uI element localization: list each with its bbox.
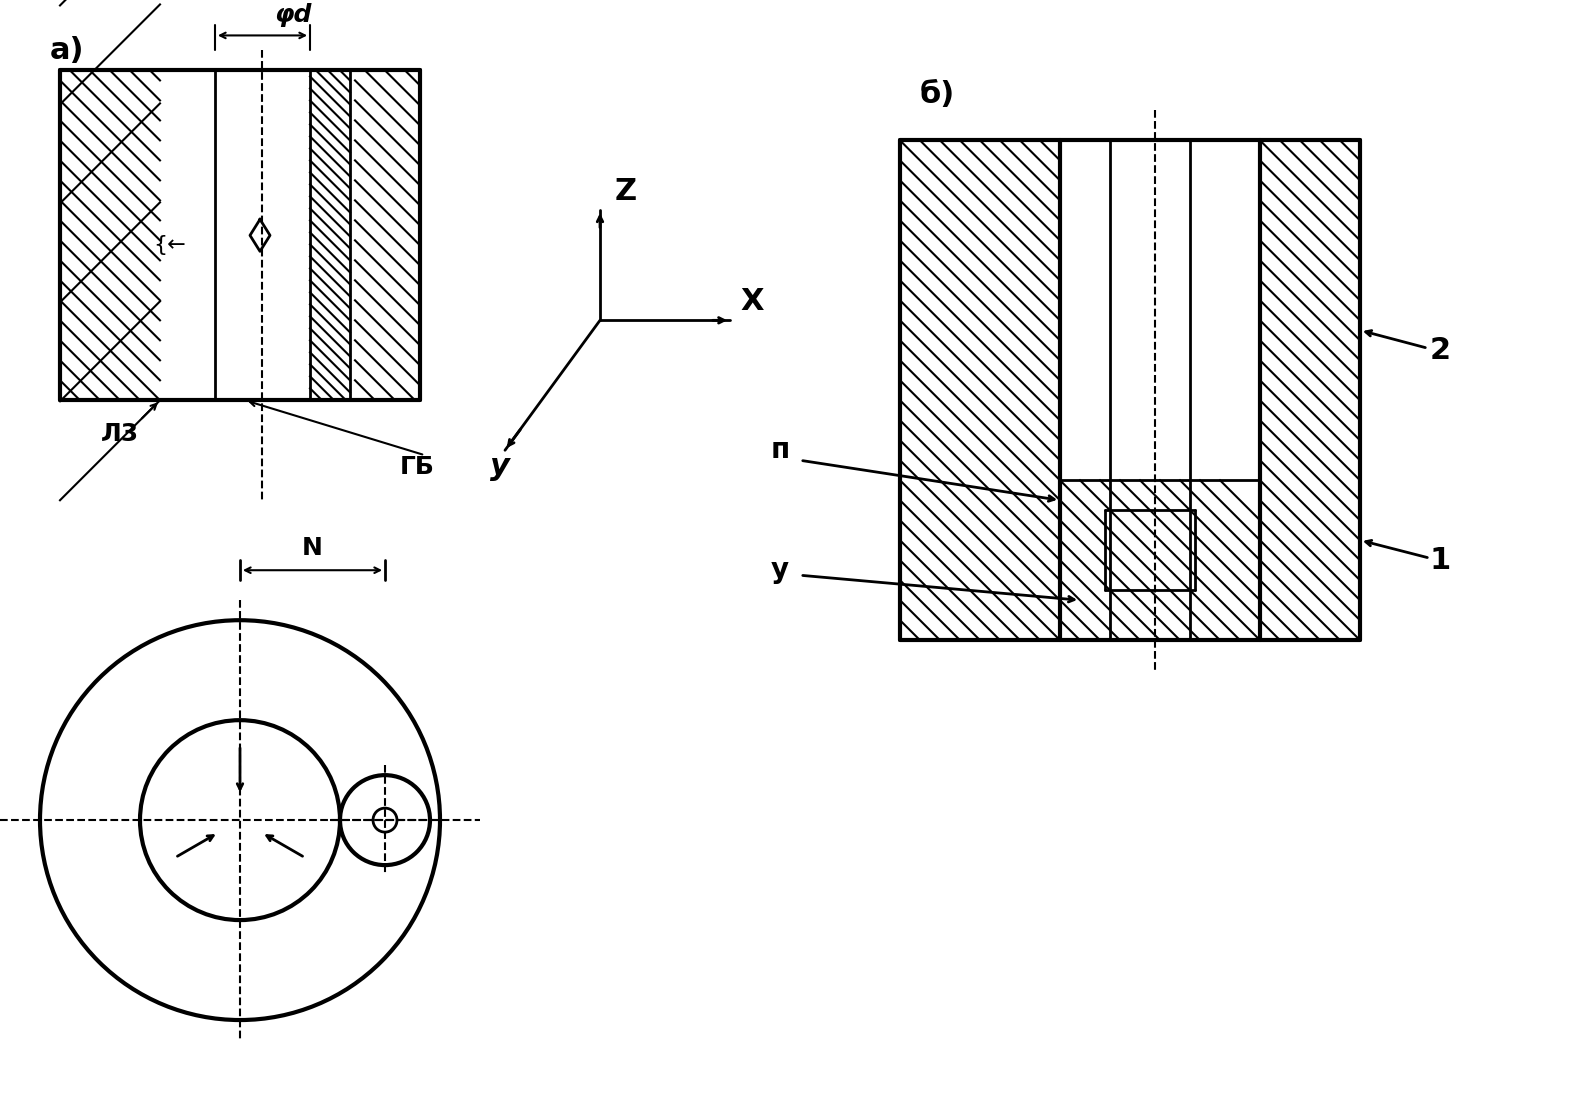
Text: ГБ: ГБ: [400, 455, 435, 480]
Text: {←: {←: [154, 235, 186, 255]
Text: a): a): [49, 36, 84, 65]
Text: N: N: [302, 536, 323, 560]
Text: Л3: Л3: [102, 422, 140, 446]
Bar: [60, 70, 160, 401]
Text: X: X: [740, 287, 763, 316]
Text: φd: φd: [273, 3, 311, 28]
Text: у: у: [771, 556, 790, 584]
Text: Z: Z: [615, 177, 637, 206]
Text: y: y: [489, 452, 510, 481]
Text: 2: 2: [1430, 336, 1451, 365]
Text: б): б): [920, 80, 955, 109]
Text: п: п: [771, 436, 790, 464]
Text: 1: 1: [1430, 545, 1451, 574]
